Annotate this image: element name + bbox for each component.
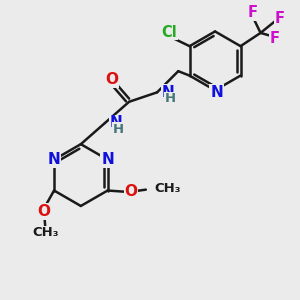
Text: N: N bbox=[110, 116, 122, 130]
Text: N: N bbox=[48, 152, 60, 167]
Text: N: N bbox=[101, 152, 114, 167]
Text: O: O bbox=[124, 184, 138, 200]
Text: H: H bbox=[165, 92, 176, 105]
Text: N: N bbox=[161, 85, 174, 100]
Text: F: F bbox=[247, 5, 257, 20]
Text: F: F bbox=[274, 11, 284, 26]
Text: F: F bbox=[269, 31, 279, 46]
Text: CH₃: CH₃ bbox=[32, 226, 58, 239]
Text: O: O bbox=[37, 204, 50, 219]
Text: N: N bbox=[210, 85, 223, 100]
Text: CH₃: CH₃ bbox=[154, 182, 181, 195]
Text: Cl: Cl bbox=[161, 25, 177, 40]
Text: H: H bbox=[112, 123, 124, 136]
Text: O: O bbox=[105, 72, 118, 87]
